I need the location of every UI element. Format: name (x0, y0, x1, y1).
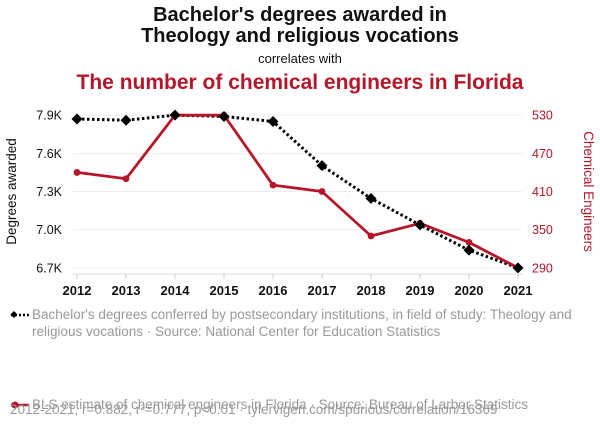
y-tick-label-left: 7.9K (36, 109, 62, 123)
x-tick-label: 2012 (63, 283, 92, 298)
y-tick-label-right: 470 (532, 147, 553, 161)
legend-label-degrees: Bachelor's degrees conferred by postseco… (32, 307, 572, 339)
data-point-degrees-top (365, 193, 377, 204)
legend-label-engineers: BLS estimate of chemical engineers in Fl… (32, 397, 528, 412)
y-tick-label-right: 350 (532, 223, 553, 237)
x-tick-label: 2017 (308, 283, 337, 298)
x-tick-label: 2020 (455, 283, 484, 298)
series-layer (71, 109, 524, 274)
x-tick-label: 2018 (357, 283, 386, 298)
data-point-degrees-top (71, 113, 83, 125)
y-tick-label-left: 7.0K (36, 223, 62, 237)
y-axis-label-left: Degrees awarded (4, 138, 19, 245)
x-tick-label: 2015 (210, 283, 239, 298)
y-tick-label-left: 6.7K (36, 261, 62, 275)
data-point-engineers (269, 181, 277, 189)
y-tick-label-left: 7.6K (36, 147, 62, 161)
chart-subtitle: The number of chemical engineers in Flor… (77, 71, 524, 94)
data-point-engineers (73, 169, 81, 176)
legend-swatch-degrees-icon (10, 310, 29, 319)
x-tick-label: 2014 (161, 283, 191, 298)
chart-title-line-2: Theology and religious vocations (141, 25, 459, 47)
footer-stats: 2012-2021, r=0.882, r²=0.777, p<0.01 · t… (10, 402, 498, 417)
data-point-engineers (318, 188, 326, 195)
x-tick-label: 2021 (504, 283, 533, 298)
y-axis-label-right: Chemical Engineers (581, 131, 596, 252)
data-point-degrees-top (316, 160, 328, 172)
x-tick-label: 2016 (259, 283, 288, 298)
data-point-degrees-top (463, 244, 475, 256)
data-point-engineers (122, 175, 130, 183)
x-tick-label: 2019 (406, 283, 435, 298)
y-tick-label-right: 290 (532, 261, 553, 275)
data-point-engineers (367, 232, 375, 240)
chart-title-line-1: Bachelor's degrees awarded in (153, 4, 447, 26)
grid-layer (73, 114, 522, 269)
x-tick-label: 2013 (112, 283, 141, 298)
correlates-with-text: correlates with (258, 51, 342, 66)
legend-item-engineers: BLS estimate of chemical engineers in Fl… (10, 396, 600, 413)
data-point-degrees-top (414, 219, 426, 231)
data-point-degrees-top (120, 114, 132, 126)
data-point-engineers (465, 238, 473, 246)
series-line-engineers (76, 113, 519, 270)
legend-item-degrees: Bachelor's degrees conferred by postseco… (10, 306, 600, 340)
data-point-degrees-top (512, 262, 524, 274)
y-tick-label-right: 530 (532, 109, 553, 123)
axis-layer: 6.7K 7.0K 7.3K 7.6K 7.9K 290 350 410 470 530 2012 2… (36, 109, 553, 298)
legend-swatch-engineers-icon (11, 401, 29, 409)
y-tick-label-right: 410 (532, 185, 553, 199)
y-tick-label-left: 7.3K (36, 185, 62, 199)
